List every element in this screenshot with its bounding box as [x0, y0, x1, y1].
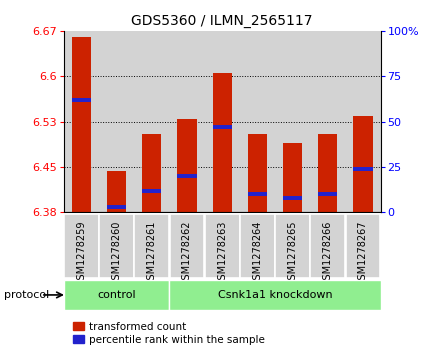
Bar — [99, 31, 134, 212]
Legend: transformed count, percentile rank within the sample: transformed count, percentile rank withi… — [69, 317, 269, 349]
FancyBboxPatch shape — [240, 214, 275, 278]
FancyBboxPatch shape — [311, 214, 345, 278]
Bar — [353, 167, 373, 171]
Bar — [318, 134, 337, 212]
Text: GSM1278265: GSM1278265 — [288, 220, 297, 286]
FancyBboxPatch shape — [64, 280, 169, 310]
Bar — [240, 31, 275, 212]
FancyBboxPatch shape — [346, 214, 380, 278]
Bar — [142, 189, 161, 193]
Text: GSM1278261: GSM1278261 — [147, 220, 157, 286]
FancyBboxPatch shape — [205, 214, 239, 278]
Bar — [205, 31, 240, 212]
Bar — [177, 174, 197, 178]
Bar — [142, 134, 161, 212]
Bar — [275, 31, 310, 212]
FancyBboxPatch shape — [170, 214, 204, 278]
Bar — [283, 143, 302, 212]
Text: GSM1278266: GSM1278266 — [323, 220, 333, 286]
Title: GDS5360 / ILMN_2565117: GDS5360 / ILMN_2565117 — [132, 15, 313, 28]
Bar — [169, 31, 205, 212]
Bar — [134, 31, 169, 212]
FancyBboxPatch shape — [99, 214, 134, 278]
Bar — [72, 98, 91, 102]
Bar — [64, 31, 99, 212]
Text: protocol: protocol — [4, 290, 50, 300]
Bar — [213, 73, 232, 212]
Text: Csnk1a1 knockdown: Csnk1a1 knockdown — [218, 290, 332, 300]
FancyBboxPatch shape — [169, 280, 381, 310]
Bar — [248, 134, 267, 212]
Bar — [107, 205, 126, 209]
Text: GSM1278263: GSM1278263 — [217, 220, 227, 286]
FancyBboxPatch shape — [275, 214, 310, 278]
Bar — [310, 31, 345, 212]
Text: GSM1278267: GSM1278267 — [358, 220, 368, 286]
Bar — [72, 37, 91, 212]
Text: GSM1278264: GSM1278264 — [253, 220, 262, 286]
Bar — [248, 192, 267, 196]
Text: GSM1278262: GSM1278262 — [182, 220, 192, 286]
Bar — [345, 31, 381, 212]
FancyBboxPatch shape — [135, 214, 169, 278]
Text: control: control — [97, 290, 136, 300]
Bar — [318, 192, 337, 196]
Bar — [213, 125, 232, 129]
FancyBboxPatch shape — [64, 214, 99, 278]
Bar — [177, 119, 197, 212]
Bar — [283, 196, 302, 200]
Text: GSM1278260: GSM1278260 — [112, 220, 121, 286]
Text: GSM1278259: GSM1278259 — [77, 220, 86, 286]
Bar — [107, 171, 126, 212]
Bar — [353, 115, 373, 212]
